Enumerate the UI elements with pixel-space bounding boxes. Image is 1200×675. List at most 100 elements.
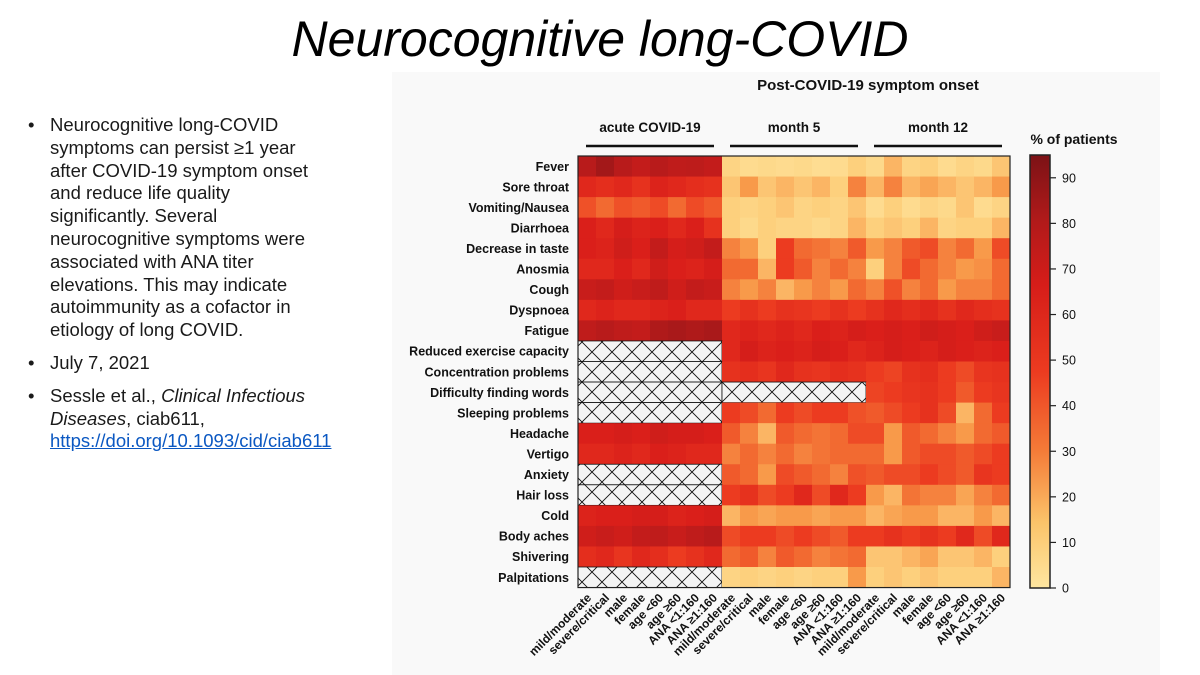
heatmap-cell [974, 525, 993, 547]
heatmap-cell [938, 238, 957, 260]
heatmap-cell [794, 464, 813, 486]
heatmap-cell [758, 361, 777, 383]
heatmap-cell [722, 176, 741, 198]
heatmap-cell [956, 382, 975, 404]
heatmap-cell [758, 258, 777, 280]
heatmap-cell [902, 484, 921, 506]
heatmap-cell [956, 464, 975, 486]
group-label: acute COVID-19 [599, 120, 700, 135]
heatmap-cell [866, 340, 885, 362]
heatmap-cell [920, 382, 939, 404]
heatmap-cell [920, 156, 939, 178]
heatmap-cell [794, 443, 813, 465]
heatmap-cell [884, 279, 903, 301]
heatmap-cell [722, 156, 741, 178]
heatmap-cell [632, 238, 651, 260]
heatmap-cell [794, 156, 813, 178]
heatmap-cell [794, 525, 813, 547]
heatmap-cell [992, 464, 1011, 486]
heatmap-cell [722, 402, 741, 424]
colorbar-tick-label: 0 [1062, 582, 1069, 596]
heatmap-cell [830, 423, 849, 445]
heatmap-cell [938, 176, 957, 198]
heatmap-cell [632, 217, 651, 239]
heatmap-cell [812, 217, 831, 239]
heatmap-cell [758, 464, 777, 486]
heatmap-cell [578, 217, 597, 239]
heatmap-cell [596, 238, 615, 260]
heatmap-cell [992, 197, 1011, 219]
heatmap-cell [740, 217, 759, 239]
doi-link[interactable]: https://doi.org/10.1093/cid/ciab611 [50, 430, 332, 452]
heatmap-cell [902, 546, 921, 568]
heatmap-cell [920, 340, 939, 362]
heatmap-cell [776, 443, 795, 465]
heatmap-cell [956, 238, 975, 260]
heatmap-cell [740, 567, 759, 589]
heatmap-cell [578, 525, 597, 547]
heatmap-cell [830, 176, 849, 198]
heatmap-cell [992, 156, 1011, 178]
citation-authors: Sessle et al., [50, 384, 162, 406]
colorbar [1029, 154, 1051, 589]
heatmap-cell [866, 525, 885, 547]
heatmap-cell [740, 525, 759, 547]
heatmap-cell [668, 156, 687, 178]
heatmap-cell [740, 258, 759, 280]
heatmap-cell [722, 484, 741, 506]
heatmap-cell [776, 464, 795, 486]
heatmap-cell [722, 546, 741, 568]
heatmap-cell [650, 156, 669, 178]
heatmap-cell [596, 279, 615, 301]
heatmap-cell [848, 258, 867, 280]
heatmap-cell [686, 279, 705, 301]
heatmap-cell [938, 361, 957, 383]
missing-data-cell [577, 361, 723, 383]
heatmap-cell [974, 197, 993, 219]
heatmap-cell [848, 567, 867, 589]
heatmap-cell [722, 320, 741, 342]
heatmap-cell [956, 402, 975, 424]
heatmap-cell [884, 546, 903, 568]
slide-title: Neurocognitive long-COVID [291, 11, 909, 67]
heatmap-cell [830, 238, 849, 260]
heatmap-cell [776, 258, 795, 280]
heatmap-cell [650, 525, 669, 547]
heatmap-cell [758, 279, 777, 301]
heatmap-cell [704, 238, 723, 260]
heatmap-cell [614, 279, 633, 301]
heatmap-cell [830, 567, 849, 589]
heatmap-cell [848, 546, 867, 568]
row-label: Diarrhoea [511, 221, 570, 235]
heatmap-cell [632, 156, 651, 178]
heatmap-cell [812, 525, 831, 547]
heatmap-cell [974, 505, 993, 527]
bullet-citation: Sessle et al., Clinical Infectious Disea… [28, 384, 331, 453]
heatmap-cell [794, 279, 813, 301]
heatmap-cell [578, 546, 597, 568]
chart-title: Post-COVID-19 symptom onset [757, 77, 979, 94]
heatmap-cell [704, 443, 723, 465]
heatmap-cell [614, 299, 633, 321]
heatmap-cell [686, 156, 705, 178]
heatmap-cell [866, 176, 885, 198]
heatmap-cell [920, 279, 939, 301]
heatmap-cell [632, 299, 651, 321]
heatmap-cell [722, 279, 741, 301]
heatmap-cell [992, 546, 1011, 568]
missing-data-cell [577, 381, 723, 403]
heatmap-cell [830, 546, 849, 568]
heatmap-cell [740, 238, 759, 260]
heatmap-cell [938, 382, 957, 404]
heatmap-cell [614, 546, 633, 568]
heatmap-cell [722, 464, 741, 486]
heatmap-cell [776, 402, 795, 424]
heatmap-cell [614, 258, 633, 280]
heatmap-cell [938, 464, 957, 486]
heatmap-cell [758, 238, 777, 260]
missing-data-cell [577, 463, 723, 486]
heatmap-cell [992, 361, 1011, 383]
heatmap-cell [686, 258, 705, 280]
heatmap-cell [992, 320, 1011, 342]
colorbar-tick-label: 40 [1062, 399, 1076, 413]
